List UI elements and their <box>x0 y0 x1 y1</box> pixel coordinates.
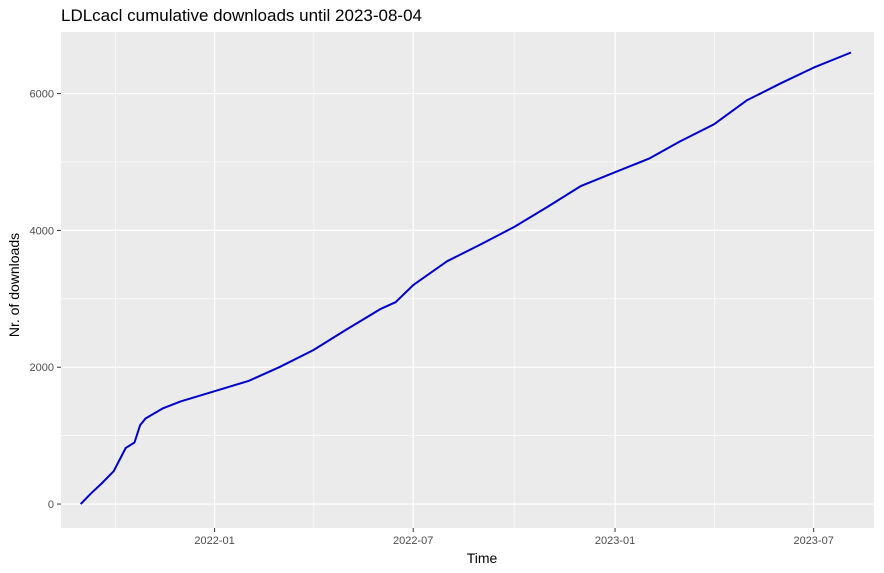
y-tick-label: 4000 <box>30 225 54 237</box>
chart-title: LDLcacl cumulative downloads until 2023-… <box>61 6 422 25</box>
x-tick-label: 2023-07 <box>793 535 833 547</box>
x-axis-title: Time <box>466 550 498 566</box>
x-tick-label: 2022-01 <box>194 535 234 547</box>
x-tick-label: 2022-07 <box>393 535 433 547</box>
series-line <box>79 51 852 505</box>
y-tick-label: 6000 <box>30 89 54 101</box>
plot-panel <box>61 32 874 528</box>
y-tick-label: 0 <box>48 499 54 511</box>
y-tick-label: 2000 <box>30 362 54 374</box>
x-tick-label: 2023-01 <box>595 535 635 547</box>
